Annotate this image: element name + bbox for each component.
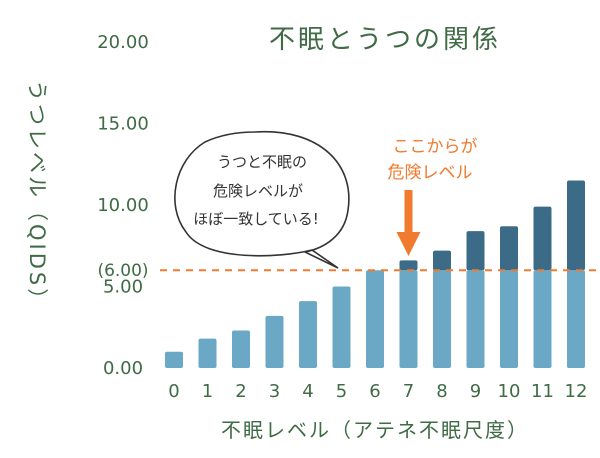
bar: [399, 270, 418, 368]
bar: [265, 315, 284, 368]
y-tick-label: 20.00: [97, 32, 149, 53]
bar-above-threshold: [433, 250, 451, 271]
bar: [299, 301, 317, 368]
bar: [232, 330, 250, 368]
x-tick-label: 10: [498, 381, 521, 402]
bar: [567, 270, 585, 368]
bubble-line-1: うつと不眠の: [217, 153, 307, 171]
threshold-label: (6.00): [97, 261, 148, 281]
bar-above-threshold: [533, 206, 552, 271]
chart-title: 不眠とうつの関係: [269, 25, 501, 55]
y-tick-labels: 0.00 5.00 10.00 15.00 20.00: [97, 32, 149, 379]
x-tick-label: 4: [302, 381, 313, 402]
bar: [165, 351, 183, 368]
bar: [332, 286, 351, 368]
danger-arrow: [396, 190, 421, 256]
bar: [198, 338, 217, 368]
danger-arrow-shaft: [404, 190, 413, 234]
x-tick-label: 6: [369, 381, 380, 402]
danger-line-1: ここからが: [393, 137, 478, 157]
y-axis-label: うつレベル（QIDS）: [25, 80, 49, 312]
x-tick-label: 3: [269, 381, 280, 402]
y-tick-label: 0.00: [103, 358, 143, 379]
danger-annotation: ここからが 危険レベル: [388, 137, 478, 256]
bars: [165, 180, 585, 368]
x-tick-label: 5: [336, 381, 347, 402]
bar-above-threshold: [466, 231, 485, 271]
x-tick-label: 8: [436, 381, 447, 402]
speech-bubble: うつと不眠の 危険レベルが ほぼ一致している!: [174, 130, 350, 269]
bar: [533, 270, 552, 368]
x-tick-label: 2: [235, 381, 246, 402]
danger-line-2: 危険レベル: [388, 163, 473, 183]
y-tick-label: 5.00: [103, 277, 143, 298]
x-tick-label: 7: [403, 381, 414, 402]
bubble-line-3: ほぼ一致している!: [193, 210, 319, 228]
bubble-line-2: 危険レベルが: [213, 182, 303, 200]
x-tick-labels: 0 1 2 3 4 5 6 7 8 9 10 11 12: [168, 381, 587, 402]
x-axis-label: 不眠レベル（アテネ不眠尺度）: [221, 418, 529, 442]
x-tick-label: 11: [531, 381, 554, 402]
x-tick-label: 1: [202, 381, 213, 402]
bar: [500, 270, 518, 368]
x-tick-label: 12: [565, 381, 588, 402]
bar-above-threshold: [399, 260, 418, 271]
x-tick-label: 9: [470, 381, 481, 402]
bar: [466, 270, 485, 368]
y-tick-label: 10.00: [97, 195, 149, 216]
speech-bubble-shape: [174, 130, 350, 269]
bar-above-threshold: [567, 180, 585, 271]
bar-above-threshold: [500, 226, 518, 271]
danger-arrow-head: [396, 232, 421, 256]
bar: [366, 270, 384, 368]
y-tick-label: 15.00: [97, 114, 149, 135]
bar: [433, 270, 451, 368]
x-tick-label: 0: [168, 381, 179, 402]
